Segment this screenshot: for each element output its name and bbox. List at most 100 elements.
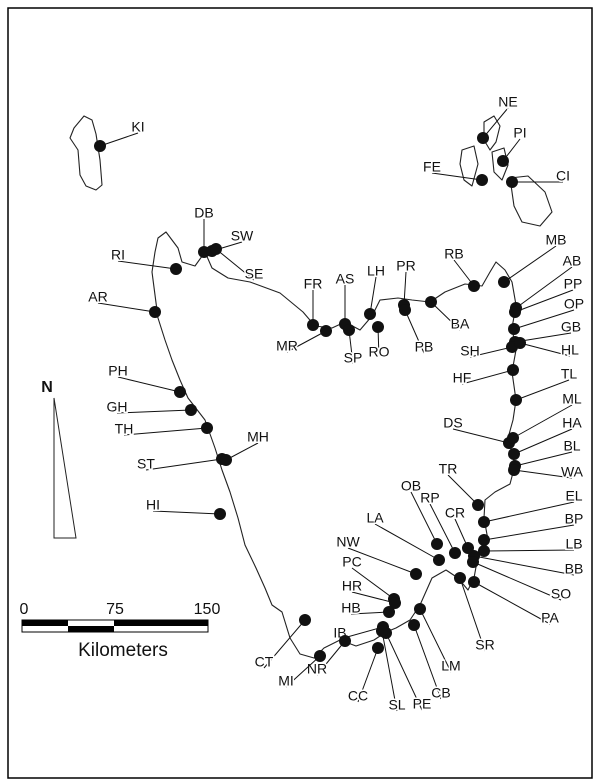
site-marker-ha [508,448,520,460]
site-marker-tr [472,499,484,511]
site-label-ba: BA [451,316,470,332]
site-label-lb: LB [565,536,582,552]
site-marker-ph [174,386,186,398]
site-label-mi: MI [278,673,294,689]
north-arrow-label: N [41,379,53,396]
site-leader-mh [225,442,259,461]
north-arrow: N [41,379,77,539]
site-label-cc: CC [348,688,368,704]
site-leader-pb [404,309,425,354]
site-marker-mb [498,276,510,288]
site-marker-wa [508,464,520,476]
scale-tick-label-1: 75 [106,601,124,618]
site-label-wa: WA [561,464,584,480]
site-label-nw: NW [336,534,360,550]
site-leader-ba [430,301,461,331]
scale-bar-seg-2 [68,626,114,632]
site-leader-ds [452,428,510,444]
site-marker-ob [431,538,443,550]
site-leader-pe [385,632,423,711]
site-label-ct: CT [255,654,274,670]
site-leader-rp [429,503,456,554]
scale-tick-label-0: 0 [20,601,29,618]
site-marker-ct [299,614,311,626]
site-leader-tr [447,474,479,506]
site-label-db: DB [194,205,213,221]
site-label-pb: PB [415,339,434,355]
site-marker-fr [307,319,319,331]
site-leader-el [483,501,575,523]
site-marker-el [478,516,490,528]
site-label-fr: FR [304,276,323,292]
site-leader-so [472,561,562,601]
site-label-sr: SR [475,637,494,653]
site-leader-nw [347,547,417,575]
site-leader-ar [97,302,156,313]
site-marker-gh [185,404,197,416]
site-label-pr: PR [396,258,415,274]
site-leader-fe [431,172,483,181]
site-marker-mr [320,325,332,337]
site-marker-hf [507,364,519,376]
site-label-gb: GB [561,319,581,335]
site-marker-nr [339,635,351,647]
site-leader-hi [152,510,221,515]
site-leader-ct [263,619,306,669]
site-label-st: ST [137,456,155,472]
site-marker-mi [314,650,326,662]
site-marker-pp [509,306,521,318]
site-label-gh: GH [107,399,128,415]
site-label-se: SE [245,266,264,282]
site-marker-se [210,243,222,255]
site-marker-so [467,556,479,568]
site-leader-hr [351,591,396,604]
map-frame [7,7,593,779]
site-leader-la [374,523,440,561]
site-label-el: EL [565,488,582,504]
site-leader-ne [482,107,509,139]
site-marker-mh [220,454,232,466]
site-label-lh: LH [367,263,385,279]
site-leader-lb [483,549,575,552]
site-leader-lm [419,608,452,673]
site-marker-nw [410,568,422,580]
site-marker-cr [462,542,474,554]
site-leader-sl [381,630,398,712]
site-marker-ne [477,132,489,144]
site-leader-ml [512,404,573,439]
site-leader-mb [503,245,557,283]
site-label-so: SO [551,586,571,602]
site-leader-bp [483,524,575,541]
site-label-lm: LM [441,658,460,674]
site-leader-cc [357,647,379,703]
site-leader-pc [351,567,395,600]
site-label-hb: HB [341,600,360,616]
site-leader-wa [513,469,573,479]
site-marker-op [508,323,520,335]
site-label-ds: DS [443,415,462,431]
site-leader-ph [117,376,181,393]
site-leader-mi [285,655,321,688]
site-label-sh: SH [460,343,479,359]
site-leader-th [123,427,208,436]
site-label-hr: HR [342,578,362,594]
scale-bar-seg-1 [22,620,68,626]
site-leader-se [215,248,255,281]
site-leader-nr [316,640,346,676]
site-label-sw: SW [231,228,254,244]
site-leader-op [513,309,575,330]
north-arrow-icon [53,397,77,539]
site-label-tr: TR [439,461,458,477]
site-marker-la [433,554,445,566]
site-label-tl: TL [561,366,578,382]
site-leader-st [145,458,223,471]
site-label-ha: HA [562,415,582,431]
site-leader-bb [473,555,575,576]
site-label-fe: FE [423,159,441,175]
site-marker-bp [478,534,490,546]
site-marker-ml [507,432,519,444]
site-marker-pa [468,576,480,588]
site-marker-pi [497,155,509,167]
site-leader-ha [513,428,573,455]
